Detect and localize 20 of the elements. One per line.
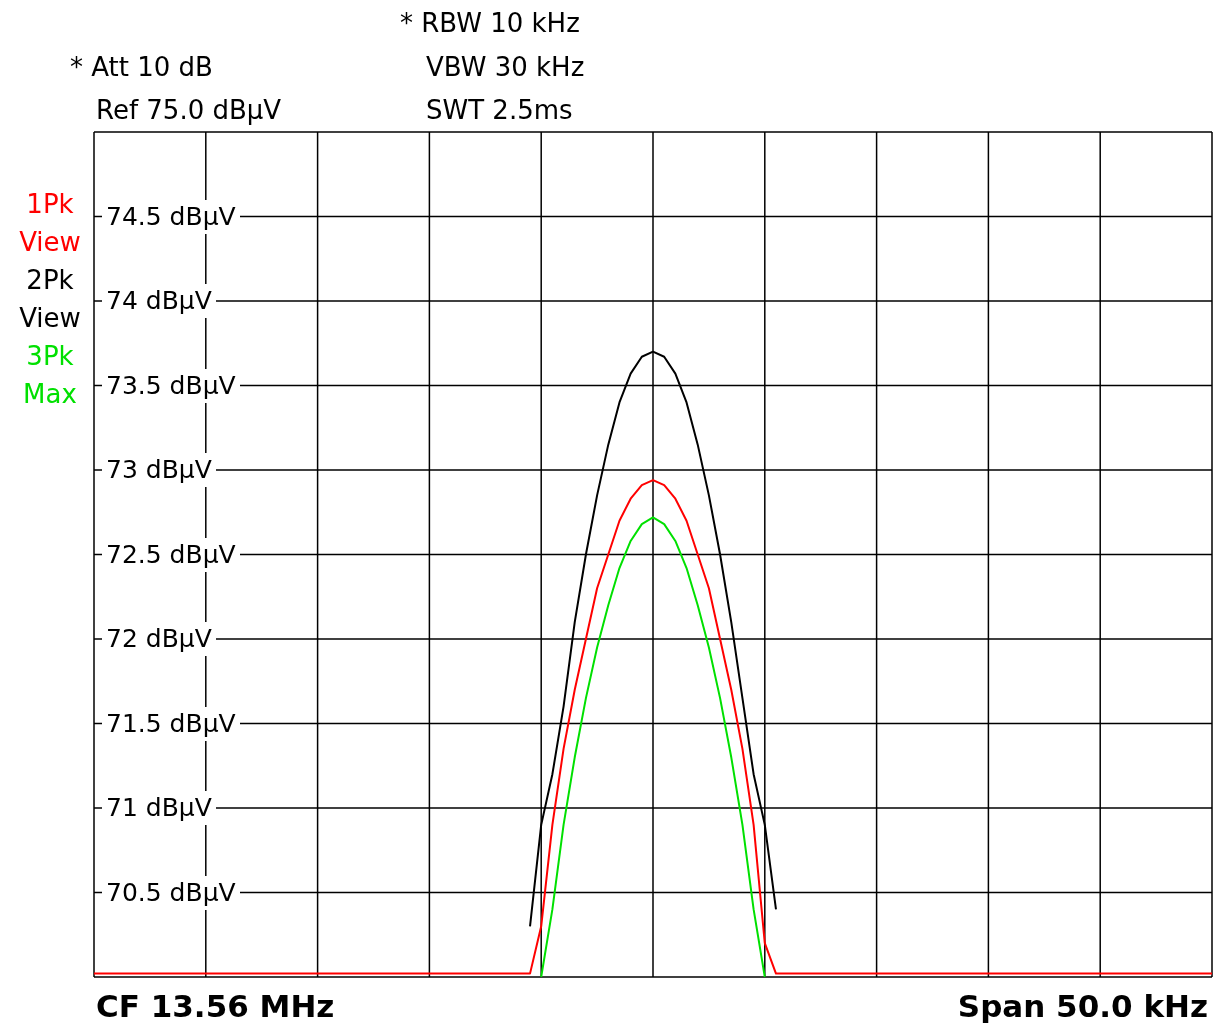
text: * Att 10 dB xyxy=(70,52,213,82)
y-tick-label: 72.5 dBμV xyxy=(102,537,240,572)
text: VBW 30 kHz xyxy=(426,52,585,82)
y-tick-label: 70.5 dBμV xyxy=(102,875,240,910)
y-tick-label: 73 dBμV xyxy=(102,453,216,487)
y-tick-label: 72 dBμV xyxy=(102,622,216,656)
y-tick-label: 71.5 dBμV xyxy=(102,706,240,741)
y-tick-label: 74 dBμV xyxy=(102,284,216,318)
line-series xyxy=(540,516,766,977)
text: Span 50.0 kHz xyxy=(957,988,1208,1024)
y-tick-label: 74.5 dBμV xyxy=(102,199,240,234)
text: 3Pk Max xyxy=(22,340,78,411)
y-tick-label: 71 dBμV xyxy=(102,791,216,825)
text: * RBW 10 kHz xyxy=(400,8,580,38)
text: SWT 2.5ms xyxy=(426,95,573,125)
text: 2Pk View xyxy=(18,264,82,335)
text: CF 13.56 MHz xyxy=(96,988,335,1024)
text: Ref 75.0 dBμV xyxy=(96,95,282,125)
text: 1Pk View xyxy=(18,188,82,259)
y-tick-label: 73.5 dBμV xyxy=(102,368,240,403)
